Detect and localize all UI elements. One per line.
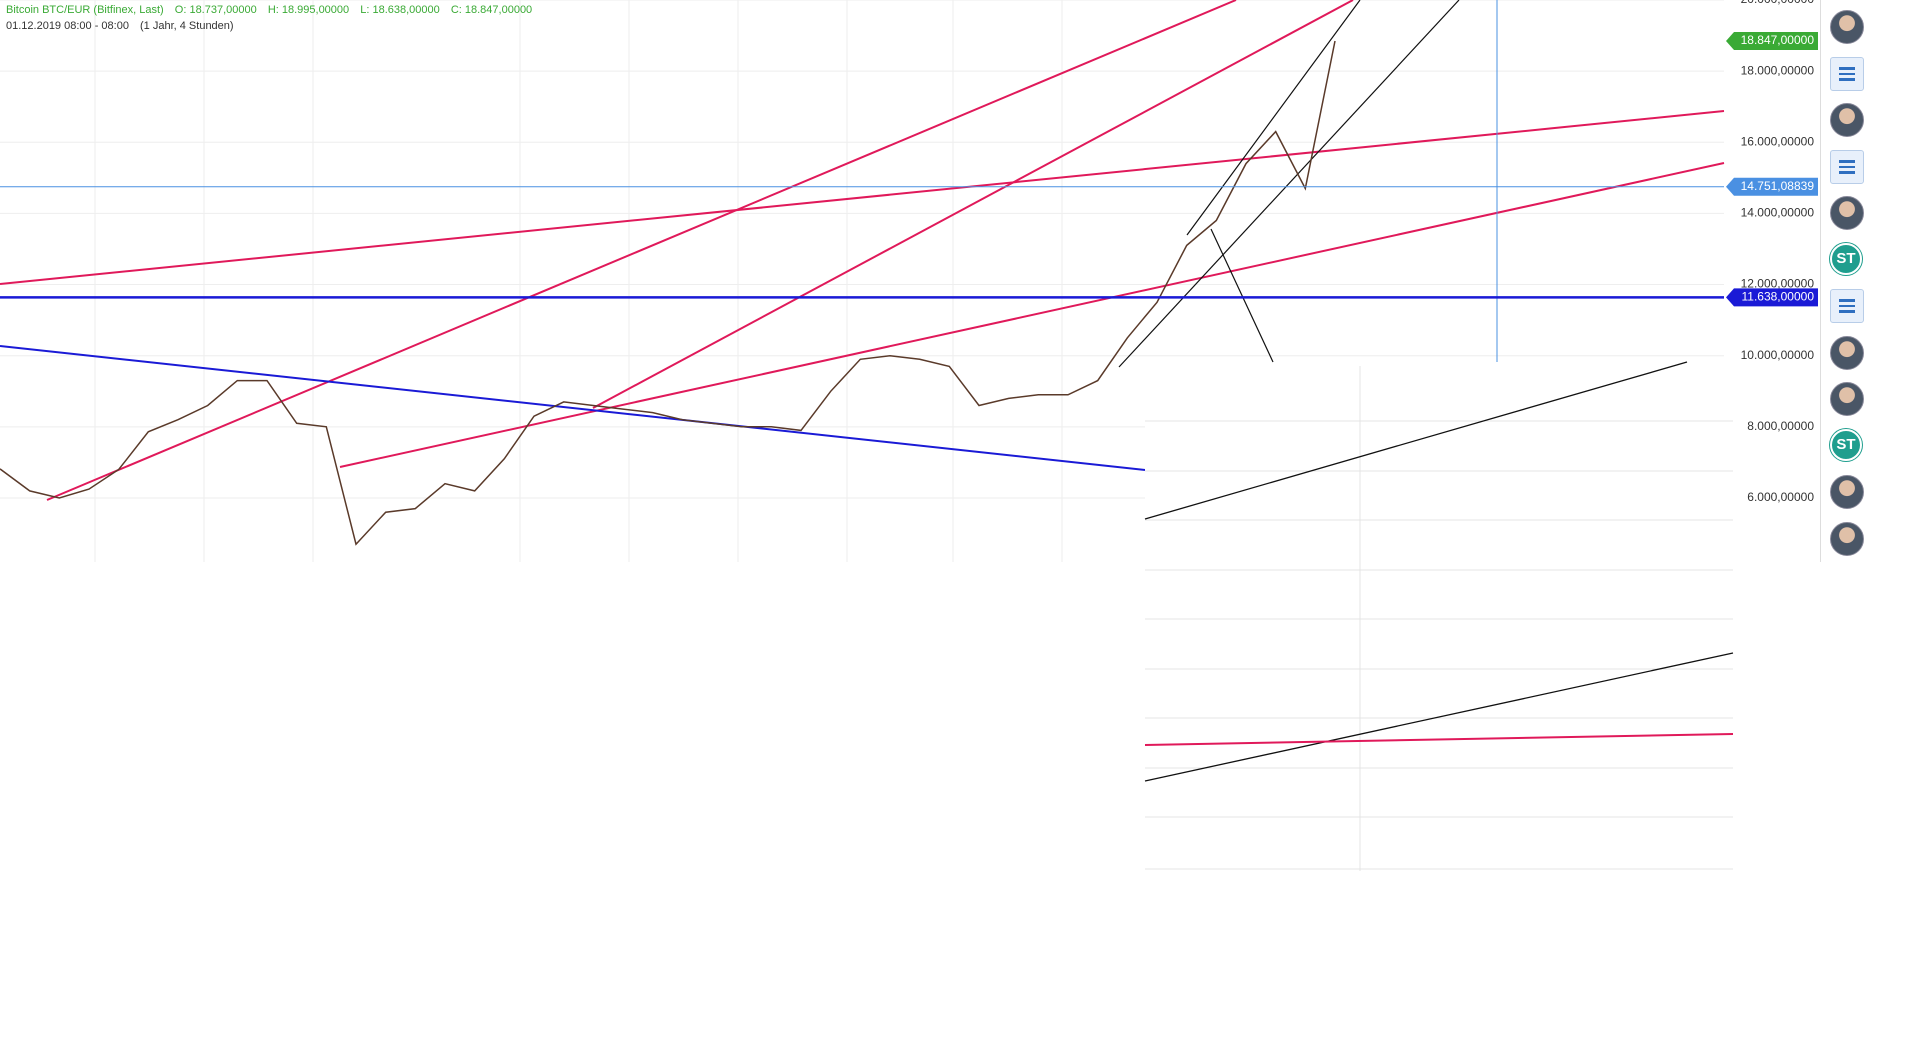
price-line (0, 40, 1336, 546)
date: 01.12.2019 08:00 - 08:00 (6, 20, 129, 32)
price-tag (1726, 177, 1818, 196)
overlay-trendline (1144, 733, 1734, 746)
trendline (1210, 228, 1274, 363)
y-tick-label: 18.000,00000 (1741, 63, 1815, 77)
avatar[interactable] (1830, 196, 1864, 230)
trendlines (0, 0, 1725, 501)
avatar[interactable] (1830, 336, 1864, 370)
y-tick-label: 20.000,00000 (1741, 0, 1815, 6)
trendline (0, 110, 1725, 285)
badge[interactable]: ST (1830, 243, 1862, 275)
y-tick-label: 16.000,00000 (1741, 134, 1815, 148)
trendline (46, 0, 1237, 501)
avatar[interactable] (1830, 103, 1864, 137)
trendline (0, 345, 1146, 471)
price-tag-label: 11.638,00000 (1741, 290, 1814, 304)
avatar[interactable] (1830, 382, 1864, 416)
trendline (1118, 0, 1460, 368)
avatar[interactable] (1830, 522, 1864, 556)
y-tick-label: 10.000,00000 (1741, 348, 1815, 362)
y-tick-label: 6.000,00000 (1747, 490, 1814, 504)
header-ohlc: Bitcoin BTC/EUR (Bitfinex, Last) O: 18.7… (6, 4, 540, 16)
y-tick-label: 8.000,00000 (1747, 419, 1814, 433)
badge[interactable]: ST (1830, 429, 1862, 461)
news-icon[interactable] (1830, 57, 1864, 91)
overlay-image (1144, 361, 1734, 871)
period: (1 Jahr, 4 Stunden) (140, 20, 234, 32)
avatar[interactable] (1830, 475, 1864, 509)
price-tag (1726, 288, 1818, 307)
trendline (339, 162, 1725, 468)
y-tick-label: 14.000,00000 (1741, 206, 1815, 220)
trendline (1186, 0, 1361, 236)
plot (0, 40, 1724, 546)
header-period: 01.12.2019 08:00 - 08:00 (1 Jahr, 4 Stun… (6, 20, 242, 32)
low: L: 18.638,00000 (360, 4, 440, 16)
price-tag-label: 18.847,00000 (1741, 33, 1815, 47)
news-icon[interactable] (1830, 289, 1864, 323)
open: O: 18.737,00000 (174, 4, 257, 16)
trendline (592, 0, 1354, 409)
price-tag-label: 14.751,08839 (1741, 179, 1815, 193)
avatar[interactable] (1830, 10, 1864, 44)
overlay-trendline (1144, 361, 1688, 520)
overlay-trendline (1144, 652, 1734, 782)
symbol: Bitcoin BTC/EUR (Bitfinex, Last) (6, 4, 164, 16)
high: H: 18.995,00000 (267, 4, 350, 16)
close: C: 18.847,00000 (450, 4, 533, 16)
news-icon[interactable] (1830, 150, 1864, 184)
price-tag (1726, 32, 1818, 51)
grid (0, 0, 1724, 562)
y-axis: 20.000,00000 18.000,00000 16.000,00000 14.0… (1726, 0, 1818, 504)
sidebar: ST ST (1820, 0, 1871, 562)
y-tick-label: 12.000,00000 (1741, 277, 1815, 291)
